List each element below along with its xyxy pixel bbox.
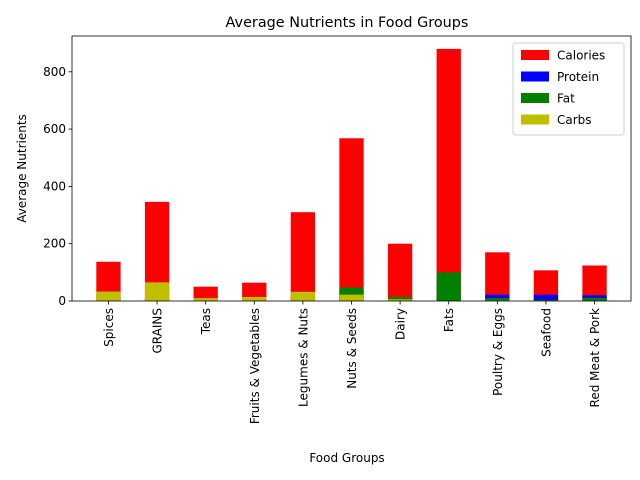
x-tick-label: Nuts & Seeds — [345, 308, 359, 389]
y-tick-label: 800 — [43, 65, 66, 79]
bar-carbs-dairy — [387, 299, 413, 301]
bar-carbs-fruits-vegetables — [242, 296, 267, 301]
y-tick-label: 200 — [43, 237, 66, 251]
legend-swatch-protein — [521, 71, 549, 82]
bar-calories-fruits-vegetables — [242, 282, 267, 301]
bar-fat-dairy — [387, 296, 413, 301]
x-tick-label: Poultry & Eggs — [491, 308, 505, 396]
x-tick-label: Fats — [442, 308, 456, 332]
axes-group: 0 200 400 600 800 Spices GRAINS Teas Fruits & Ve… — [43, 35, 632, 424]
y-tick-label: 400 — [43, 179, 66, 193]
x-tick-label: Dairy — [394, 308, 408, 340]
x-tick-label: Fruits & Vegetables — [248, 308, 262, 424]
bar-fat-fats — [436, 272, 461, 301]
legend-label-fat: Fat — [557, 92, 575, 106]
x-tick-label: Seafood — [539, 308, 553, 357]
legend-swatch-calories — [521, 50, 549, 60]
legend-swatch-carbs — [521, 114, 549, 125]
legend-box — [512, 42, 625, 136]
y-axis-label: Average Nutrients — [15, 114, 29, 223]
bars-group — [96, 48, 607, 301]
legend-label-protein: Protein — [557, 70, 599, 84]
bar-carbs-nuts-seeds — [339, 294, 364, 301]
legend-label-calories: Calories — [557, 49, 605, 63]
bar-calories-dairy — [387, 243, 413, 301]
bar-calories-poultry-eggs — [485, 252, 510, 301]
bar-calories-fats — [436, 48, 461, 301]
bar-carbs-grains — [144, 282, 170, 301]
bar-fat-poultry-eggs — [485, 298, 510, 301]
legend-swatch-fat — [521, 93, 549, 103]
x-tick-label: Spices — [102, 308, 116, 347]
legend: Calories Protein Fat Carbs — [512, 42, 625, 136]
bar-fat-red-meat-pork — [582, 297, 607, 301]
x-tick-label: Legumes & Nuts — [296, 308, 310, 407]
bar-calories-red-meat-pork — [582, 265, 607, 301]
legend-label-carbs: Carbs — [557, 113, 592, 127]
bar-carbs-legumes-nuts — [290, 291, 316, 301]
bar-calories-teas — [193, 286, 218, 301]
bar-carbs-teas — [193, 298, 218, 301]
bar-protein-seafood — [533, 294, 559, 301]
y-tick-label: 600 — [43, 122, 66, 136]
x-tick-label: Teas — [199, 308, 213, 335]
x-tick-label: Red Meat & Pork — [588, 308, 602, 407]
bar-fat-seafood — [533, 299, 559, 301]
y-tick-label: 0 — [58, 294, 66, 308]
bar-calories-nuts-seeds — [339, 138, 364, 301]
bar-calories-legumes-nuts — [290, 212, 316, 301]
x-tick-label: GRAINS — [151, 308, 165, 354]
chart-title: Average Nutrients in Food Groups — [226, 15, 469, 31]
bar-protein-poultry-eggs — [485, 294, 510, 301]
x-axis-label: Food Groups — [309, 451, 384, 465]
bar-carbs-spices — [96, 291, 121, 301]
